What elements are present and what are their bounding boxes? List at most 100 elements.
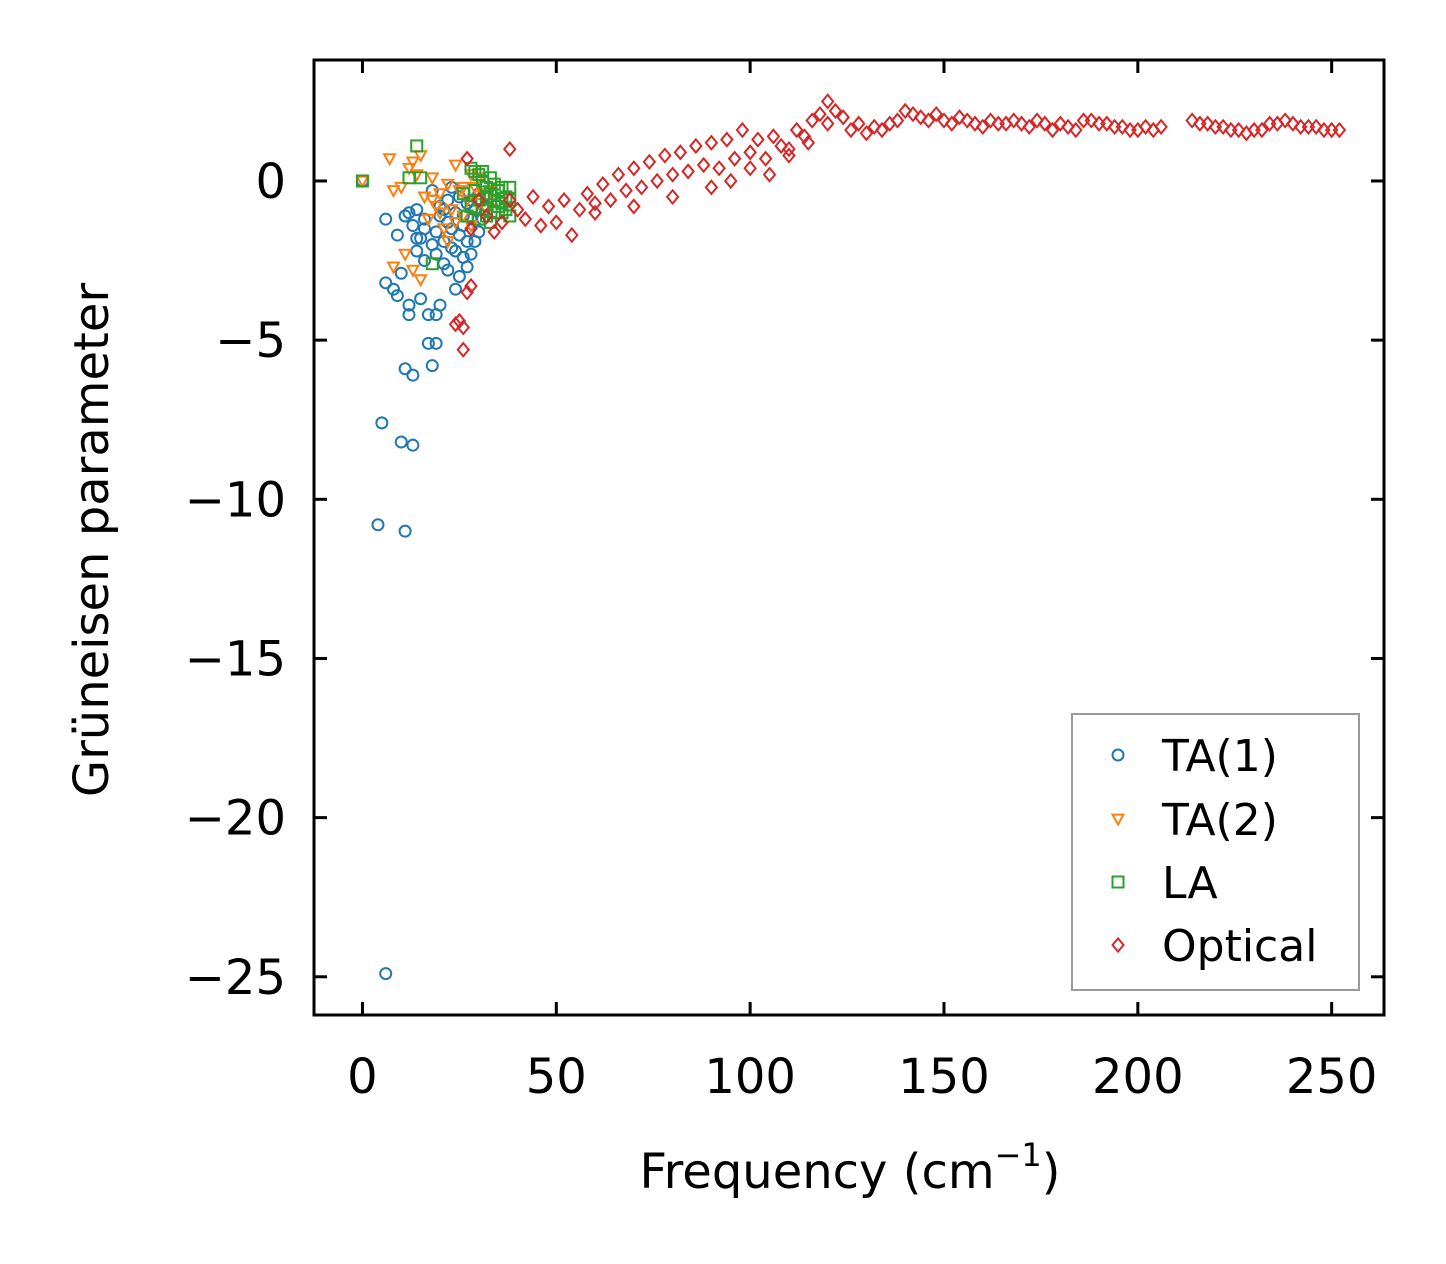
data-point <box>460 150 474 167</box>
data-point <box>627 198 641 215</box>
data-point <box>813 105 827 123</box>
data-point <box>1231 121 1246 139</box>
data-point <box>471 172 486 186</box>
data-point <box>518 211 533 228</box>
data-point <box>1014 115 1029 132</box>
data-point <box>355 175 370 189</box>
legend-marker <box>1111 875 1125 889</box>
data-point <box>414 292 428 306</box>
series-la <box>355 139 517 271</box>
data-point <box>406 438 420 452</box>
data-point <box>549 214 564 231</box>
data-point <box>1037 115 1052 132</box>
data-point <box>398 524 412 538</box>
data-point <box>425 194 440 208</box>
legend-label: TA(2) <box>1161 795 1278 846</box>
legend-label: TA(1) <box>1161 731 1278 782</box>
data-point <box>402 298 416 312</box>
data-point <box>541 198 556 215</box>
y-axis-label: Grüneisen parameter <box>64 283 120 798</box>
data-point <box>1022 118 1037 136</box>
data-point <box>503 209 517 223</box>
data-point <box>464 277 478 295</box>
data-point <box>410 203 424 217</box>
data-point <box>665 166 680 183</box>
legend-marker <box>1111 936 1125 954</box>
data-point <box>619 182 633 199</box>
data-point <box>487 223 502 241</box>
data-point <box>440 178 455 192</box>
data-point <box>421 213 436 227</box>
data-point <box>471 191 486 209</box>
legend-label: LA <box>1162 858 1218 909</box>
data-point <box>1068 121 1083 139</box>
data-point <box>483 171 497 185</box>
data-point <box>774 137 788 155</box>
data-point <box>394 435 408 449</box>
data-point <box>460 260 474 274</box>
data-point <box>588 204 602 221</box>
data-point <box>533 217 548 234</box>
data-point <box>565 226 579 244</box>
data-point <box>406 219 420 233</box>
data-point <box>1309 118 1323 136</box>
legend: TA(1) TA(2) LA Optical <box>1071 713 1360 991</box>
data-point <box>456 341 471 358</box>
x-tick-label: 150 <box>898 1049 990 1105</box>
y-tick-label: −10 <box>185 472 286 528</box>
data-point <box>386 282 400 296</box>
data-point <box>1076 112 1091 129</box>
data-point <box>386 261 401 275</box>
data-point <box>782 140 796 158</box>
data-point <box>751 131 765 148</box>
data-point <box>402 308 416 322</box>
data-point <box>704 134 719 151</box>
data-point <box>820 93 835 110</box>
data-point <box>464 220 478 237</box>
data-point <box>1084 112 1099 129</box>
data-point <box>603 191 618 209</box>
data-point <box>429 247 443 261</box>
data-point <box>712 160 726 177</box>
data-point <box>421 308 435 322</box>
data-point <box>658 147 672 164</box>
data-point <box>634 179 649 196</box>
data-point <box>867 118 882 136</box>
data-point <box>968 115 982 132</box>
data-point <box>758 150 773 167</box>
data-point <box>456 210 471 224</box>
data-point <box>766 128 781 145</box>
data-point <box>433 298 447 312</box>
data-point <box>464 199 478 213</box>
data-point <box>406 368 420 382</box>
data-point <box>428 201 444 214</box>
data-point <box>355 174 369 188</box>
x-tick-label: 200 <box>1092 1049 1184 1105</box>
data-point <box>627 160 641 177</box>
data-point <box>1278 112 1292 129</box>
data-point <box>440 236 455 250</box>
data-point <box>611 166 626 183</box>
data-point <box>410 244 424 258</box>
data-point <box>425 257 439 271</box>
data-point <box>681 163 695 180</box>
data-point <box>762 166 777 183</box>
data-point <box>797 128 812 145</box>
data-point <box>425 359 439 373</box>
data-point <box>805 112 819 129</box>
data-point <box>906 105 920 123</box>
data-point <box>937 112 951 129</box>
data-point <box>1115 118 1130 136</box>
data-point <box>1255 121 1269 139</box>
legend-item-ta-2-: TA(2) <box>1110 795 1278 846</box>
data-point <box>572 201 587 218</box>
y-tick-label: 0 <box>255 154 286 210</box>
data-point <box>417 212 431 226</box>
data-point <box>394 266 408 280</box>
data-point <box>789 121 804 139</box>
data-point <box>580 185 595 202</box>
data-point <box>983 112 998 129</box>
data-point <box>929 105 944 123</box>
data-point <box>390 228 404 242</box>
legend-label: Optical <box>1162 921 1317 972</box>
